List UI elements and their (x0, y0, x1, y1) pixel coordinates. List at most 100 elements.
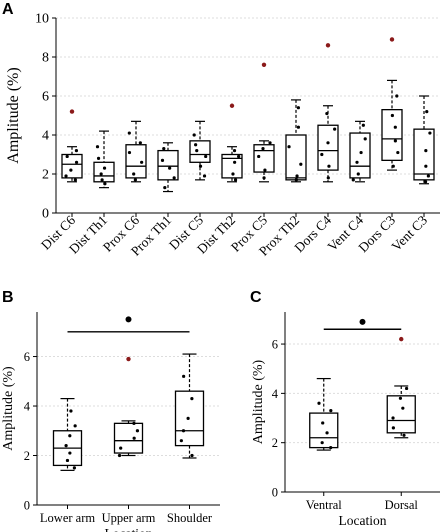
box-iqr (309, 412, 339, 449)
data-point (132, 436, 136, 440)
data-point (73, 424, 77, 428)
box-0 (309, 377, 339, 451)
data-point (73, 178, 77, 182)
x-axis-label: Location (339, 513, 387, 528)
data-point (321, 421, 325, 425)
data-point (182, 374, 186, 378)
data-point (204, 154, 208, 159)
data-point (99, 172, 103, 176)
x-axis-label: Location (105, 526, 153, 532)
panel-label-b: B (2, 289, 14, 306)
data-point (329, 409, 333, 413)
data-point (138, 141, 142, 145)
y-tick-label: 6 (272, 338, 278, 352)
data-point (68, 451, 72, 455)
box-9 (349, 120, 371, 183)
data-point (69, 409, 73, 413)
x-tick-label: Upper arm (102, 511, 156, 525)
data-point (391, 426, 395, 430)
outlier-point (325, 43, 331, 48)
data-point (325, 431, 329, 435)
box-10 (381, 37, 403, 171)
box-6 (253, 62, 275, 183)
box-2 (125, 120, 147, 183)
data-point (127, 150, 132, 155)
data-point (100, 178, 104, 182)
box-3 (157, 142, 179, 193)
box-1 (386, 336, 416, 439)
data-point (361, 123, 365, 127)
data-point (351, 178, 355, 182)
data-point (117, 453, 122, 458)
data-point (233, 160, 237, 164)
significance-marker (359, 318, 366, 325)
data-point (396, 150, 400, 155)
y-axis-label: Amplitude (%) (5, 67, 22, 163)
data-point (326, 176, 330, 180)
data-point (65, 154, 69, 159)
data-point (268, 141, 272, 145)
data-point (261, 147, 265, 151)
data-point (190, 453, 194, 458)
data-point (398, 396, 403, 400)
y-tick-label: 4 (42, 129, 49, 144)
y-tick-label: 2 (272, 436, 278, 450)
data-point (395, 94, 399, 98)
data-point (119, 446, 123, 450)
data-point (402, 433, 406, 437)
data-point (262, 176, 266, 180)
data-point (162, 147, 166, 151)
data-point (195, 149, 199, 153)
data-point (64, 174, 68, 178)
box-0 (61, 109, 83, 183)
y-axis-label: Amplitude (%) (251, 359, 266, 444)
y-tick-label: 0 (42, 207, 49, 222)
x-tick-label: Vent C3 (388, 212, 430, 254)
data-point (320, 441, 324, 445)
y-tick-label: 2 (24, 449, 30, 463)
data-point (172, 176, 176, 180)
data-point (102, 166, 107, 170)
data-point (132, 421, 136, 425)
data-point (168, 166, 172, 170)
data-point (426, 174, 430, 178)
data-point (103, 182, 107, 186)
box-1 (93, 130, 115, 189)
outlier-point (389, 37, 395, 42)
significance-marker (125, 316, 132, 323)
box-iqr (113, 422, 144, 454)
box-8 (317, 43, 339, 183)
data-point (127, 131, 131, 135)
data-point (317, 401, 321, 405)
data-point (391, 164, 395, 168)
y-tick-label: 0 (272, 486, 278, 500)
panel-label-a: A (2, 1, 14, 18)
data-point (424, 164, 428, 168)
y-tick-label: 6 (42, 90, 49, 105)
box-iqr (61, 153, 83, 179)
box-iqr (125, 144, 147, 179)
data-point (287, 145, 291, 149)
box-iqr (413, 128, 435, 181)
box-2 (174, 353, 205, 459)
data-point (135, 429, 140, 433)
data-point (74, 160, 79, 164)
data-point (132, 172, 136, 176)
box-iqr (381, 109, 403, 162)
x-tick-label: Shoulder (167, 511, 213, 525)
data-point (391, 416, 395, 420)
box-iqr (189, 140, 211, 163)
data-point (233, 178, 238, 182)
data-point (133, 178, 137, 182)
data-point (192, 133, 196, 137)
y-tick-label: 8 (42, 51, 49, 66)
box-iqr (285, 134, 307, 181)
data-point (425, 110, 429, 114)
data-point (68, 434, 72, 438)
data-point (356, 172, 360, 176)
data-point (320, 152, 324, 157)
data-point (64, 444, 68, 448)
y-tick-label: 6 (24, 350, 30, 364)
